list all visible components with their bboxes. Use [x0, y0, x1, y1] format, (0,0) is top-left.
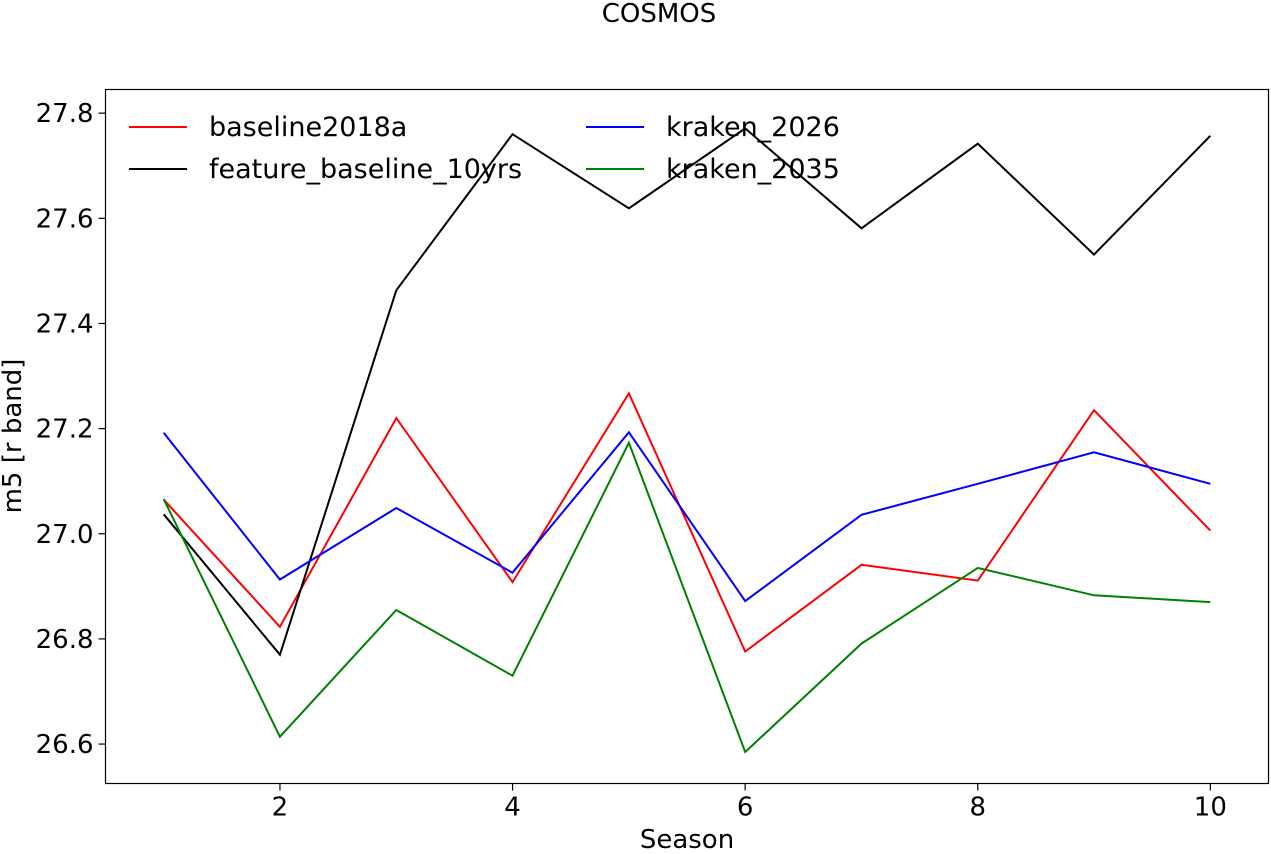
series-layer — [162, 127, 1212, 754]
series-line-1 — [162, 127, 1212, 657]
legend-label-3: kraken_2035 — [666, 154, 840, 185]
legend: baseline2018a feature_baseline_10yrs krake… — [129, 112, 840, 185]
x-tick-label-1: 4 — [504, 793, 521, 823]
legend-label-2: kraken_2026 — [666, 112, 840, 143]
x-tick-label-3: 8 — [969, 793, 986, 823]
legend-label-1: feature_baseline_10yrs — [209, 154, 522, 185]
chart-title: COSMOS — [602, 0, 717, 29]
y-tick-label-4: 27.4 — [36, 309, 94, 339]
x-axis-label: Season — [640, 825, 734, 854]
legend-label-0: baseline2018a — [209, 112, 407, 143]
plot-frame — [104, 88, 1270, 785]
series-line-2 — [162, 430, 1211, 603]
series-line-3 — [162, 440, 1211, 754]
y-tick-label-6: 27.8 — [36, 99, 94, 129]
series-line-0 — [162, 391, 1212, 654]
y-tick-label-2: 27.0 — [36, 520, 94, 550]
y-tick-label-0: 26.6 — [36, 730, 94, 760]
y-tick-label-3: 27.2 — [36, 415, 94, 445]
x-tick-label-4: 10 — [1194, 793, 1227, 823]
x-tick-label-0: 2 — [272, 793, 289, 823]
y-tick-label-5: 27.6 — [36, 204, 94, 234]
y-axis-label: m5 [r band] — [0, 359, 28, 514]
x-tick-label-2: 6 — [737, 793, 754, 823]
ticks-layer: 2 4 6 8 10 26.6 26.8 27.0 27.2 27.4 27.6 27.8 — [36, 99, 1227, 822]
y-tick-label-1: 26.8 — [36, 625, 94, 655]
